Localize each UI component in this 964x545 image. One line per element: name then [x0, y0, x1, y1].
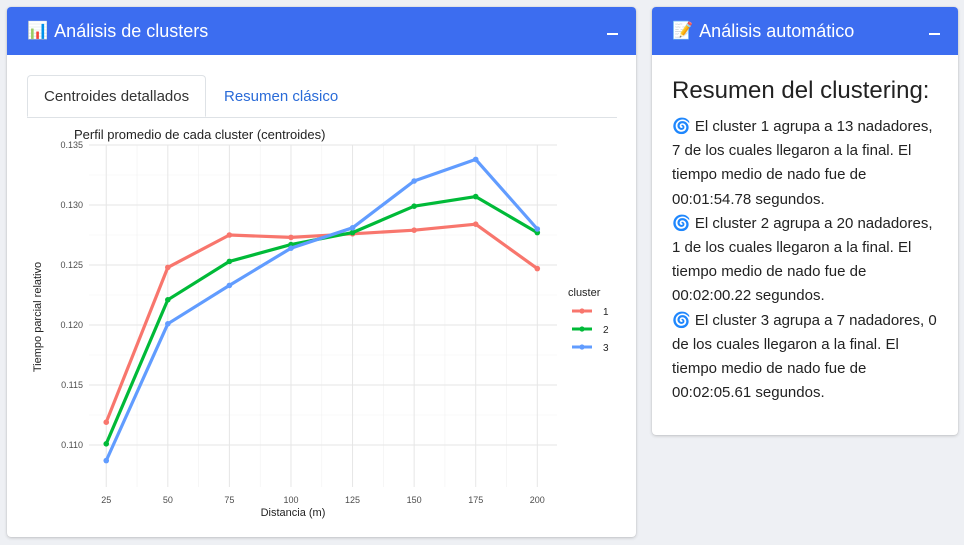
y-axis-label: Tiempo parcial relativo [32, 262, 44, 372]
data-point-cluster-2 [103, 441, 110, 447]
x-axis-label: Distancia (m) [261, 507, 326, 519]
legend-label: 3 [603, 343, 609, 354]
chart-legend: cluster 1 2 3 [568, 287, 609, 354]
minus-icon [606, 33, 618, 35]
cluster-analysis-panel: 📊 Análisis de clusters Centroides detall… [7, 7, 636, 537]
x-tick-label: 100 [283, 495, 298, 505]
summary-text: El cluster 3 agrupa a 7 nadadores, 0 de … [672, 311, 937, 402]
data-point-cluster-1 [165, 264, 171, 271]
data-point-cluster-3 [103, 457, 110, 464]
data-point-cluster-3 [165, 321, 171, 327]
panel-title: 📊 Análisis de clusters [27, 21, 602, 42]
y-tick-label: 0.135 [60, 140, 83, 150]
summary-paragraph: 🌀 El cluster 2 agrupa a 20 nadadores, 1 … [672, 212, 944, 309]
legend-title: cluster [568, 287, 601, 299]
collapse-button[interactable] [924, 21, 944, 41]
data-point-cluster-1 [472, 221, 479, 227]
x-tick-label: 175 [468, 495, 483, 505]
panel-title: 📝 Análisis automático [672, 21, 924, 42]
data-point-cluster-1 [288, 234, 294, 241]
x-tick-label: 150 [407, 495, 422, 505]
data-point-cluster-3 [534, 226, 541, 232]
data-point-cluster-3 [472, 156, 479, 163]
data-point-cluster-1 [411, 227, 417, 233]
x-tick-label: 25 [101, 495, 111, 505]
data-point-cluster-3 [288, 245, 294, 251]
x-tick-label: 125 [345, 495, 360, 505]
legend-label: 1 [603, 307, 609, 318]
panel-title-text: Análisis de clusters [54, 20, 209, 41]
tab-bar: Centroides detallados Resumen clásico [27, 75, 617, 118]
legend-key-point [579, 326, 585, 332]
data-point-cluster-2 [472, 193, 479, 200]
x-tick-label: 75 [224, 495, 234, 505]
data-point-cluster-3 [226, 282, 233, 289]
series-line-cluster-1 [104, 222, 539, 423]
series-line-cluster-3 [104, 157, 539, 462]
y-tick-label: 0.125 [60, 260, 83, 270]
x-tick-label: 200 [530, 495, 545, 505]
data-point-cluster-2 [165, 297, 171, 303]
cyclone-icon: 🌀 [672, 214, 691, 232]
y-tick-label: 0.130 [60, 200, 83, 210]
collapse-button[interactable] [602, 21, 622, 41]
legend-key-point [579, 344, 585, 350]
legend-key-point [579, 308, 585, 314]
chart-title: Perfil promedio de cada cluster (centroi… [74, 127, 325, 142]
summary-text: El cluster 2 agrupa a 20 nadadores, 1 de… [672, 214, 933, 305]
y-tick-label: 0.110 [61, 440, 83, 450]
cyclone-icon: 🌀 [672, 311, 691, 329]
memo-icon: 📝 [672, 21, 694, 40]
tab-centroides-detallados[interactable]: Centroides detallados [27, 75, 207, 117]
panel-header: 📊 Análisis de clusters [7, 7, 636, 55]
plot-panel [89, 145, 557, 487]
centroid-line-chart: Perfil promedio de cada cluster (centroi… [32, 127, 609, 519]
data-point-cluster-1 [103, 419, 110, 426]
summary-body: 🌀 El cluster 1 agrupa a 13 nadadores, 7 … [672, 115, 944, 405]
data-point-cluster-3 [411, 178, 417, 184]
panel-header: 📝 Análisis automático [652, 7, 958, 55]
panel-title-text: Análisis automático [699, 20, 855, 41]
data-point-cluster-2 [226, 258, 233, 265]
data-point-cluster-1 [534, 265, 541, 272]
data-point-cluster-1 [226, 232, 233, 238]
summary-paragraph: 🌀 El cluster 1 agrupa a 13 nadadores, 7 … [672, 115, 944, 212]
cyclone-icon: 🌀 [672, 118, 691, 135]
y-tick-label: 0.120 [60, 320, 83, 330]
x-tick-label: 50 [163, 495, 173, 505]
minus-icon [928, 33, 940, 35]
y-tick-label: 0.115 [61, 380, 83, 390]
automatic-analysis-panel: 📝 Análisis automático Resumen del cluste… [652, 7, 958, 435]
bar-chart-icon: 📊 [27, 21, 49, 40]
summary-heading: Resumen del clustering: [672, 77, 930, 104]
data-point-cluster-3 [349, 225, 356, 231]
legend-label: 2 [603, 325, 609, 336]
data-point-cluster-2 [411, 203, 417, 209]
data-point-cluster-2 [349, 229, 356, 236]
summary-text: El cluster 1 agrupa a 13 nadadores, 7 de… [672, 118, 933, 208]
summary-paragraph: 🌀 El cluster 3 agrupa a 7 nadadores, 0 d… [672, 309, 944, 406]
tab-resumen-clasico[interactable]: Resumen clásico [224, 87, 339, 105]
